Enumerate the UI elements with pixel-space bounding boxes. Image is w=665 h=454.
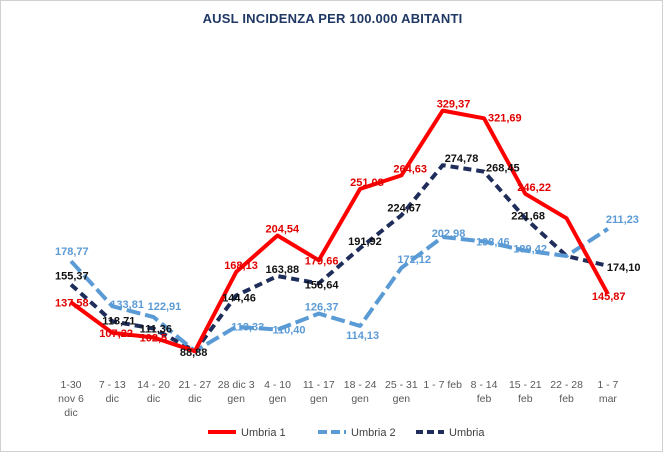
data-label-umbria: 111,36 xyxy=(140,324,172,336)
data-label-umbria-1: 107,22 xyxy=(99,328,133,340)
data-labels: 137,58 107,22 102,5 168,13 204,54 179,66 251,0… xyxy=(55,99,641,360)
data-label-umbria-2: 114,13 xyxy=(346,330,379,342)
data-label-umbria-2: 178,77 xyxy=(55,246,89,258)
x-axis-ticks: 1-30 nov 6 dic 7 - 13 dic 14 - 20 dic 21 - 27 di… xyxy=(58,379,618,419)
legend-label-umbria-1: Umbria 1 xyxy=(241,427,286,439)
data-label-umbria: 191,92 xyxy=(348,236,382,248)
data-label-umbria-1: 102,5 xyxy=(140,333,168,345)
data-label-umbria: 155,37 xyxy=(55,271,89,283)
data-label-umbria-2: 211,23 xyxy=(606,214,639,226)
data-label-umbria-1: 145,87 xyxy=(592,291,626,303)
data-label-umbria-1: 137,58 xyxy=(55,297,89,309)
x-tick-label: 25 - 31 gen xyxy=(385,379,418,405)
series-line-umbria-1 xyxy=(69,108,610,354)
x-tick-label: 21 - 27 dic xyxy=(179,379,212,405)
data-label-umbria-2: 122,91 xyxy=(148,301,182,313)
data-label-umbria: 118,71 xyxy=(102,315,135,327)
data-label-umbria: 224,67 xyxy=(387,202,421,214)
data-label-umbria: 174,10 xyxy=(607,262,641,274)
x-tick-label: 18 - 24 gen xyxy=(344,379,377,405)
x-tick-label: 28 dic 3 gen xyxy=(218,379,255,405)
x-tick-label: 22 - 28 feb xyxy=(550,379,583,405)
data-label-umbria-1: 204,54 xyxy=(266,224,301,236)
data-label-umbria-1: 321,69 xyxy=(488,112,522,124)
data-label-umbria: 274,78 xyxy=(445,153,479,165)
x-tick-label: 1-30 nov 6 dic xyxy=(58,379,84,419)
x-tick-label: 15 - 21 feb xyxy=(509,379,542,405)
data-label-umbria-2: 198,46 xyxy=(476,237,510,249)
legend-label-umbria-2: Umbria 2 xyxy=(351,427,396,439)
series-line-umbria xyxy=(69,163,609,354)
data-label-umbria-2: 126,37 xyxy=(305,302,339,314)
data-label-umbria: 88,88 xyxy=(180,347,208,359)
legend-label-umbria: Umbria xyxy=(449,427,485,439)
data-label-umbria-2: 202,98 xyxy=(432,228,466,240)
x-tick-label: 4 - 10 gen xyxy=(264,379,291,405)
data-label-umbria-2: 189,42 xyxy=(513,244,547,256)
x-tick-label: 11 - 17 gen xyxy=(303,379,335,405)
data-label-umbria-1: 179,66 xyxy=(305,255,339,267)
data-label-umbria-2: 133,81 xyxy=(110,299,144,311)
data-label-umbria-1: 251,08 xyxy=(350,177,384,189)
data-label-umbria: 156,64 xyxy=(305,279,340,291)
data-label-umbria-2: 110,40 xyxy=(273,325,306,337)
series-lines xyxy=(69,108,610,354)
data-label-umbria: 144,46 xyxy=(222,293,256,305)
series-line-umbria-2 xyxy=(69,227,610,354)
data-label-umbria: 163,88 xyxy=(266,264,300,276)
x-tick-label: 1 - 7 mar xyxy=(597,379,618,405)
data-label-umbria-1: 329,37 xyxy=(437,99,471,111)
x-tick-label: 1 - 7 feb xyxy=(423,379,462,391)
data-label-umbria-2: 113,33 xyxy=(231,322,264,334)
x-tick-label: 8 - 14 feb xyxy=(471,379,498,405)
data-label-umbria-2: 172,12 xyxy=(397,254,431,266)
x-tick-label: 7 - 13 dic xyxy=(99,379,126,405)
legend: Umbria 1 Umbria 2 Umbria xyxy=(208,427,485,439)
data-label-umbria-1: 264,63 xyxy=(393,163,427,175)
x-tick-label: 14 - 20 dic xyxy=(137,379,170,405)
data-label-umbria: 268,45 xyxy=(486,163,520,175)
chart-title: AUSL INCIDENZA PER 100.000 ABITANTI xyxy=(202,11,463,26)
data-label-umbria: 221,68 xyxy=(511,210,545,222)
data-label-umbria-1: 246,22 xyxy=(517,182,551,194)
data-label-umbria-1: 168,13 xyxy=(224,260,258,272)
